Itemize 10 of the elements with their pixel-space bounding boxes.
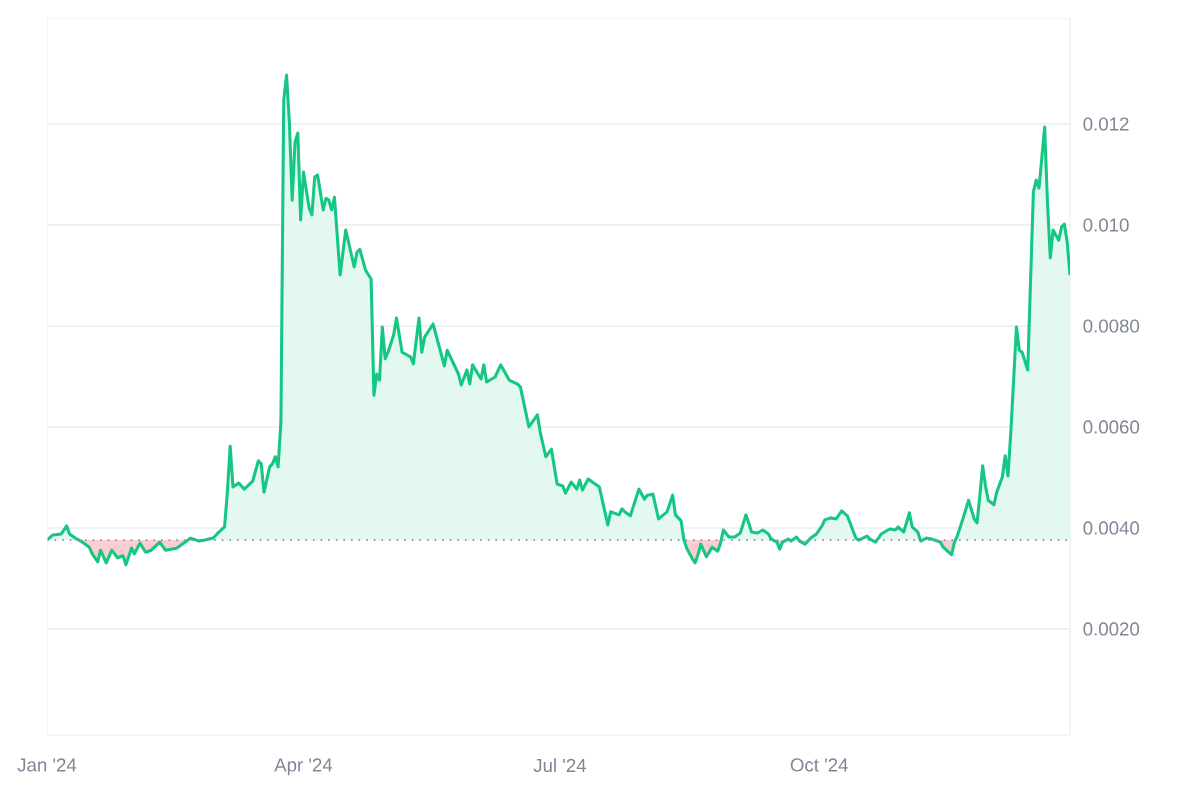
y-tick-label: 0.012 (1083, 117, 1129, 131)
x-tick-label: Jan '24 (17, 758, 77, 772)
y-tick-label: 0.0040 (1083, 521, 1140, 535)
x-tick-label: Apr '24 (274, 758, 333, 776)
y-tick-label: 0.0020 (1083, 622, 1140, 636)
y-tick-label: 0.010 (1083, 218, 1129, 232)
x-tick-label: Jul '24 (533, 758, 587, 773)
y-tick-label: 0.0060 (1083, 420, 1140, 434)
y-tick-label: 0.0080 (1083, 319, 1140, 333)
x-tick-label: Oct '24 (790, 758, 848, 772)
